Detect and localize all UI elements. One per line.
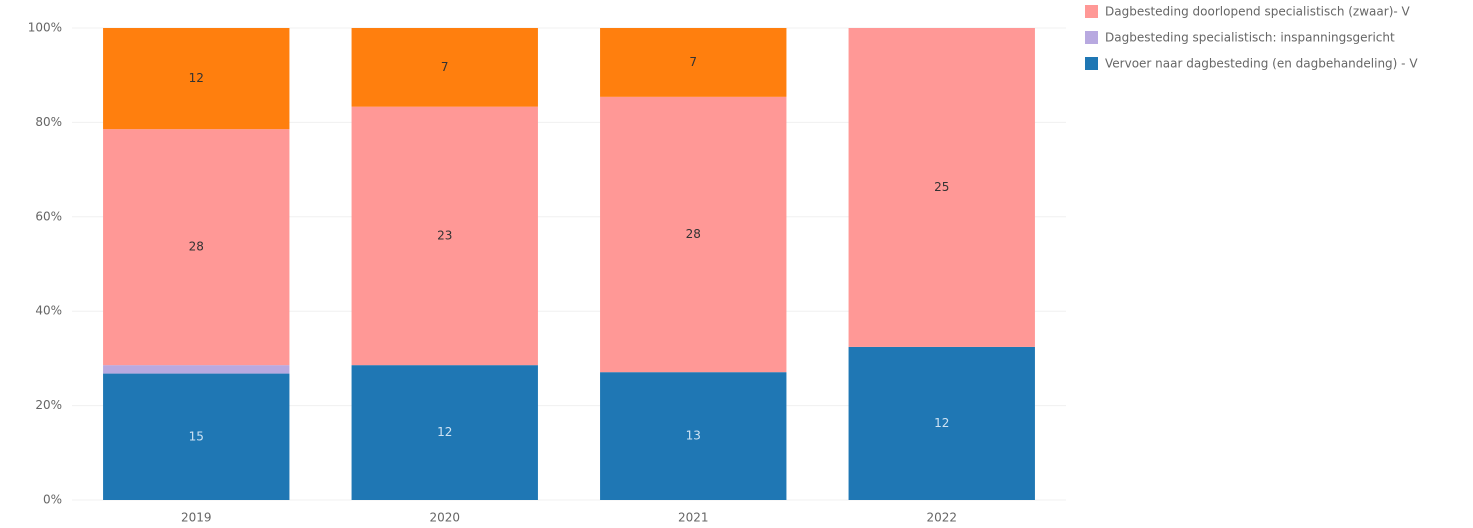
y-tick-label: 40% xyxy=(35,304,62,318)
bar-segment xyxy=(600,96,787,373)
data-label: 12 xyxy=(437,425,452,439)
data-label: 12 xyxy=(934,416,949,430)
data-label: 7 xyxy=(689,55,697,69)
data-label: 28 xyxy=(686,227,701,241)
bar-segment xyxy=(103,365,290,374)
bar-segment xyxy=(351,365,538,500)
y-tick-label: 0% xyxy=(43,493,62,507)
data-label: 12 xyxy=(189,71,204,85)
bar-segment xyxy=(103,373,290,500)
data-label: 13 xyxy=(686,429,701,443)
legend-label: Dagbesteding doorlopend specialistisch (… xyxy=(1105,5,1411,19)
data-label: 25 xyxy=(934,180,949,194)
bar-segment xyxy=(848,28,1035,347)
data-label: 23 xyxy=(437,228,452,242)
legend-swatch xyxy=(1085,31,1098,44)
bar-segment xyxy=(848,346,1035,500)
bar-segment xyxy=(600,372,787,500)
bar-segment xyxy=(351,106,538,366)
y-tick-label: 100% xyxy=(28,21,62,35)
y-tick-label: 80% xyxy=(35,115,62,129)
bar-segment xyxy=(600,28,787,97)
legend-label: Vervoer naar dagbesteding (en dagbehande… xyxy=(1105,57,1418,71)
legend-swatch xyxy=(1085,57,1098,70)
data-label: 15 xyxy=(189,429,204,443)
y-tick-label: 20% xyxy=(35,398,62,412)
bar-segment xyxy=(103,129,290,366)
y-tick-label: 60% xyxy=(35,209,62,223)
data-label: 28 xyxy=(189,240,204,254)
data-label: 7 xyxy=(441,60,449,74)
x-tick-label: 2019 xyxy=(181,511,212,525)
bar-segment xyxy=(351,28,538,107)
legend-swatch xyxy=(1085,5,1098,18)
x-tick-label: 2021 xyxy=(678,511,709,525)
x-tick-label: 2020 xyxy=(429,511,460,525)
bar-segment xyxy=(103,28,290,130)
x-tick-label: 2022 xyxy=(926,511,957,525)
legend-label: Dagbesteding specialistisch: inspannings… xyxy=(1105,31,1395,45)
